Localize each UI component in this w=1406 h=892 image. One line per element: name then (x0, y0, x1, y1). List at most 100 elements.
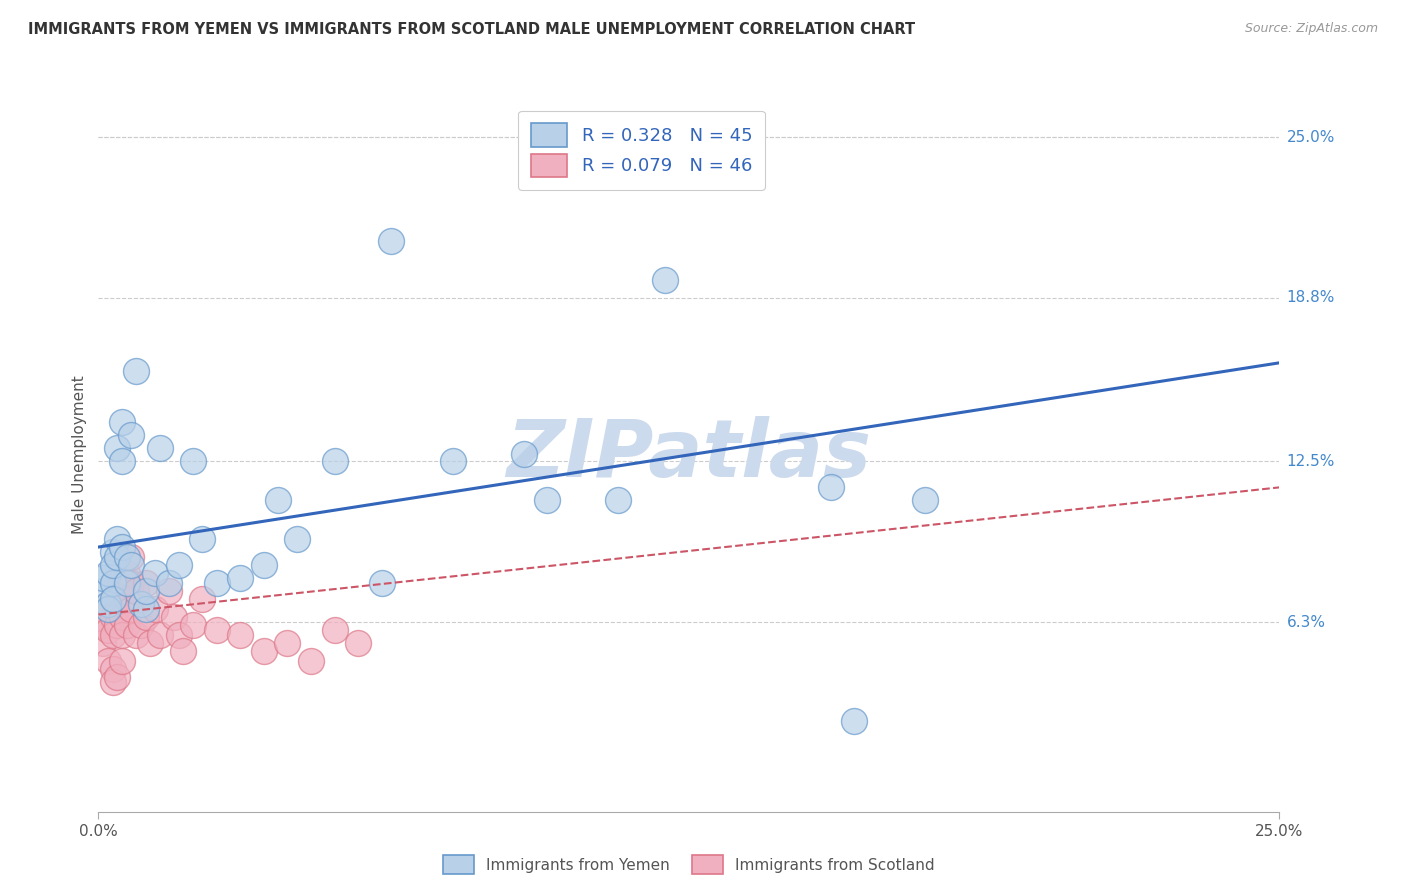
Point (97, 654, 120, 668)
Point (111, 584, 134, 599)
Point (253, 644, 276, 658)
Point (512, 447, 534, 461)
Point (323, 454, 346, 468)
Point (125, 363, 148, 377)
Point (105, 550, 128, 565)
Point (111, 454, 134, 468)
Point (97, 623, 120, 637)
Text: 25.0%: 25.0% (1286, 129, 1334, 145)
Point (97, 597, 120, 611)
Point (229, 628, 252, 642)
Point (115, 618, 138, 632)
Text: 18.8%: 18.8% (1286, 291, 1334, 305)
Y-axis label: Male Unemployment: Male Unemployment (72, 376, 87, 534)
Point (267, 493, 290, 508)
Point (157, 584, 180, 599)
Point (91, 610, 114, 624)
Point (105, 602, 128, 616)
Point (101, 576, 124, 591)
Point (253, 558, 276, 573)
Point (101, 675, 124, 690)
Point (129, 618, 152, 632)
Text: ZIPatlas: ZIPatlas (506, 416, 872, 494)
Point (129, 597, 152, 611)
Point (115, 550, 138, 565)
Point (135, 610, 157, 624)
Legend: Immigrants from Yemen, Immigrants from Scotland: Immigrants from Yemen, Immigrants from S… (437, 849, 941, 880)
Point (97, 602, 120, 616)
Point (105, 670, 128, 684)
Text: Source: ZipAtlas.com: Source: ZipAtlas.com (1244, 22, 1378, 36)
Point (121, 550, 143, 565)
Point (347, 636, 370, 650)
Point (115, 576, 138, 591)
Point (914, 493, 936, 508)
Point (844, 714, 866, 728)
Point (163, 610, 186, 624)
Point (111, 540, 134, 554)
Point (91, 636, 114, 650)
Legend: R = 0.328   N = 45, R = 0.079   N = 46: R = 0.328 N = 45, R = 0.079 N = 46 (519, 111, 765, 190)
Point (167, 628, 190, 642)
Point (115, 566, 138, 580)
Point (654, 273, 676, 287)
Point (101, 558, 124, 573)
Point (229, 571, 252, 585)
Point (101, 662, 124, 676)
Point (191, 533, 214, 547)
Text: 6.3%: 6.3% (1286, 615, 1326, 630)
Point (101, 545, 124, 559)
Point (115, 591, 138, 606)
Text: 12.5%: 12.5% (1286, 454, 1334, 469)
Point (285, 533, 308, 547)
Point (205, 623, 228, 637)
Point (323, 623, 346, 637)
Point (441, 454, 464, 468)
Point (135, 602, 157, 616)
Point (101, 628, 124, 642)
Point (191, 591, 214, 606)
Point (97, 566, 120, 580)
Text: IMMIGRANTS FROM YEMEN VS IMMIGRANTS FROM SCOTLAND MALE UNEMPLOYMENT CORRELATION : IMMIGRANTS FROM YEMEN VS IMMIGRANTS FROM… (28, 22, 915, 37)
Point (111, 416, 134, 430)
Point (143, 566, 166, 580)
Point (121, 428, 143, 442)
Point (172, 644, 194, 658)
Point (105, 533, 128, 547)
Point (380, 234, 402, 248)
Point (105, 442, 128, 456)
Point (149, 628, 172, 642)
Point (111, 628, 134, 642)
Point (91, 618, 114, 632)
Point (101, 591, 124, 606)
Point (139, 636, 162, 650)
Point (121, 558, 143, 573)
Point (101, 591, 124, 606)
Point (101, 610, 124, 624)
Point (135, 576, 157, 591)
Point (91, 584, 114, 599)
Point (105, 618, 128, 632)
Point (276, 636, 298, 650)
Point (205, 576, 228, 591)
Point (111, 610, 134, 624)
Point (371, 576, 394, 591)
Point (97, 597, 120, 611)
Point (149, 442, 172, 456)
Point (607, 493, 630, 508)
Point (181, 618, 204, 632)
Point (91, 571, 114, 585)
Point (121, 602, 143, 616)
Point (121, 576, 143, 591)
Point (157, 576, 180, 591)
Point (125, 628, 148, 642)
Point (111, 654, 134, 668)
Point (125, 584, 148, 599)
Point (105, 576, 128, 591)
Point (143, 602, 166, 616)
Point (536, 493, 558, 508)
Point (135, 584, 157, 599)
Point (181, 454, 204, 468)
Point (167, 558, 190, 573)
Point (820, 480, 842, 494)
